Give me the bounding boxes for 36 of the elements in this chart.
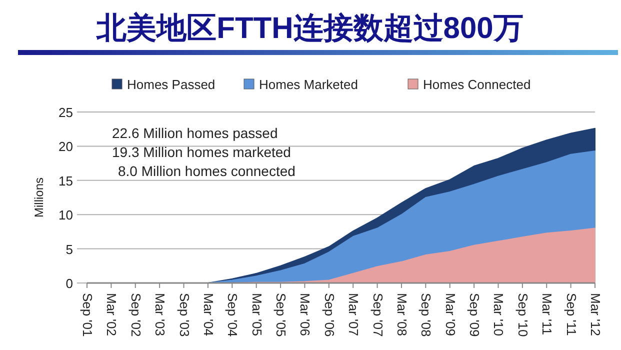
y-axis-title: Millions [32,177,46,218]
legend-label: Homes Passed [127,77,216,92]
y-tick-label: 5 [66,242,73,257]
x-tick-label: Mar '12 [588,293,603,336]
x-tick-label: Mar '06 [298,293,313,336]
x-tick-label: Sep '02 [128,293,144,337]
x-tick-label: Mar '02 [104,293,120,336]
x-tick-label: Mar '07 [346,293,362,336]
x-tick-label: Sep '04 [225,293,240,337]
y-tick-label: 20 [58,139,73,154]
annotation: 8.0 Million homes connected [118,163,296,179]
chart-title: 北美地区FTTH连接数超过800万 [96,11,524,45]
x-tick-label: Sep '10 [515,293,530,337]
x-tick-label: Mar '05 [249,293,264,336]
x-tick-label: Mar '11 [540,293,555,335]
y-tick-label: 10 [58,208,73,223]
legend-label: Homes Connected [423,77,531,92]
x-tick-label: Sep '06 [322,293,337,337]
x-tick-label: Sep '05 [274,293,289,337]
x-tick-label: Sep '07 [370,293,386,337]
x-tick-label: Mar '08 [394,293,410,336]
x-tick-label: Sep '01 [80,293,95,337]
x-tick-label: Sep '03 [176,293,192,337]
y-tick-label: 25 [58,105,73,120]
x-tick-label: Mar '03 [152,293,168,336]
legend-label: Homes Marketed [259,77,358,92]
x-tick-label: Mar '04 [200,293,216,336]
x-tick-label: Sep '08 [418,293,434,337]
x-tick-label: Mar '10 [491,293,506,336]
y-tick-label: 15 [58,173,73,188]
x-tick-label: Sep '09 [467,293,482,337]
y-tick-label: 0 [66,276,73,291]
x-tick-label: Sep '11 [564,293,579,336]
annotation: 22.6 Million homes passed [112,125,278,141]
x-tick-label: Mar '09 [442,293,458,336]
annotation: 19.3 Million homes marketed [112,144,291,160]
